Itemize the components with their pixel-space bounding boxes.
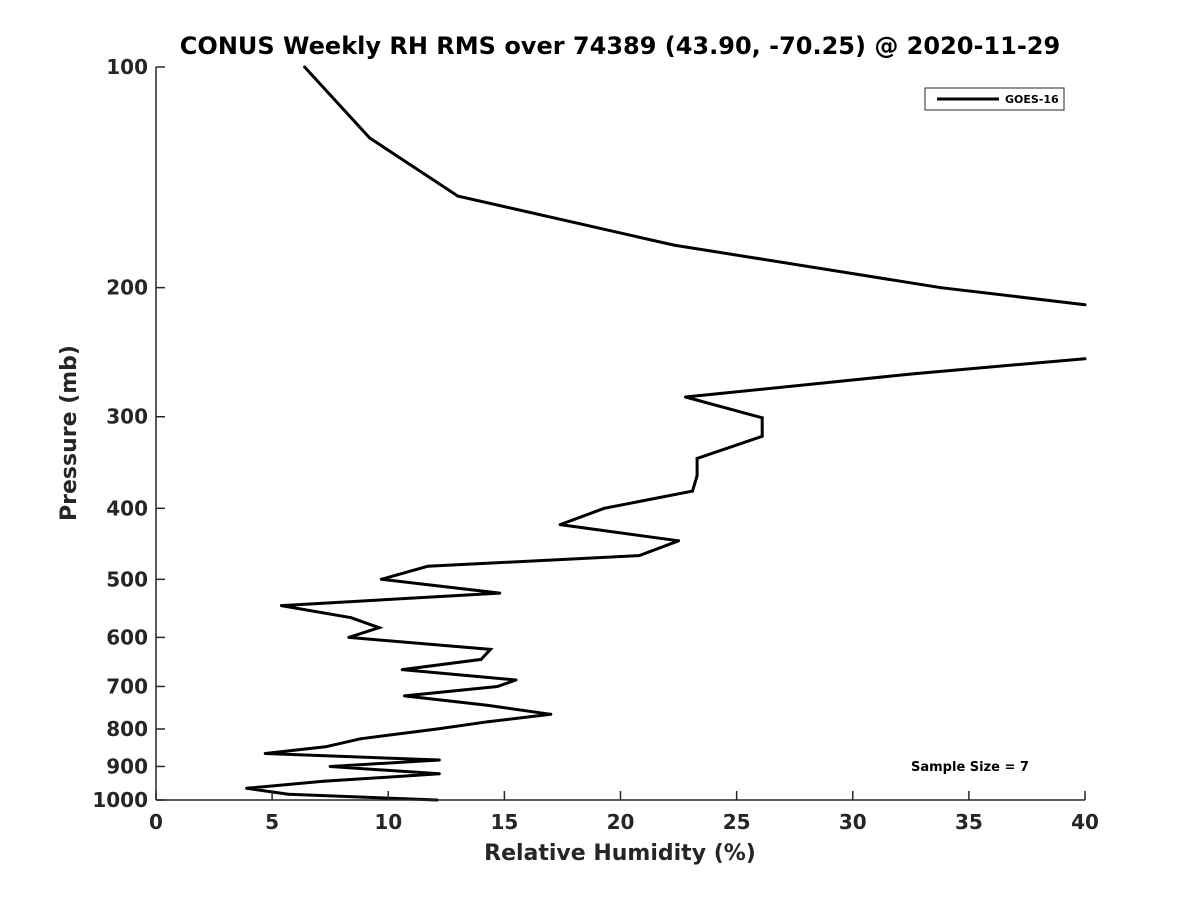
y-tick-label: 400: [106, 496, 148, 520]
data-point: [286, 792, 290, 796]
y-axis-label: Pressure (mb): [57, 345, 82, 521]
data-point: [914, 372, 917, 376]
x-tick-label: 0: [149, 810, 163, 834]
legend-label-goes-16: GOES-16: [1005, 93, 1059, 106]
x-tick-label: 20: [607, 810, 635, 834]
data-point: [368, 136, 372, 140]
data-point: [328, 765, 332, 768]
x-ticks: 0 5 10 15 20 25 30 35 40: [149, 791, 1099, 834]
data-point: [760, 416, 764, 420]
data-point: [437, 772, 441, 776]
data-point: [939, 286, 943, 290]
data-point: [400, 668, 404, 672]
x-tick-label: 10: [374, 810, 402, 834]
data-point: [245, 786, 249, 790]
x-tick-label: 15: [490, 810, 518, 834]
data-point: [495, 685, 499, 688]
data-point: [349, 616, 353, 620]
data-point: [324, 745, 327, 749]
y-tick-label: 500: [106, 567, 148, 591]
x-tick-label: 35: [955, 810, 983, 834]
data-point: [377, 626, 381, 630]
y-tick-label: 600: [106, 625, 148, 649]
x-tick-label: 25: [723, 810, 751, 834]
y-tick-label: 300: [106, 405, 148, 429]
data-point: [303, 65, 307, 69]
data-point: [514, 678, 518, 682]
sample-size-annotation: Sample Size = 7: [911, 760, 1029, 775]
y-tick-label: 1000: [92, 788, 148, 812]
x-tick-label: 5: [265, 810, 279, 834]
legend: GOES-16: [924, 87, 1065, 111]
data-point: [498, 591, 502, 595]
series-layer: [245, 65, 1087, 802]
data-point: [549, 712, 553, 716]
y-tick-label: 200: [106, 276, 148, 300]
y-tick-label: 700: [106, 674, 148, 698]
y-tick-label: 900: [106, 754, 148, 778]
data-point: [379, 577, 383, 581]
y-ticks: 100 200 300 400 500 600 700 800 900 1000: [92, 55, 165, 812]
data-point: [347, 635, 351, 639]
data-point: [279, 604, 283, 608]
data-point: [403, 694, 406, 698]
x-tick-label: 30: [839, 810, 867, 834]
x-tick-label: 40: [1071, 810, 1099, 834]
data-point: [695, 456, 699, 460]
data-point: [486, 720, 490, 724]
data-point: [435, 727, 439, 731]
data-point: [456, 194, 460, 198]
data-point: [486, 703, 490, 707]
y-tick-label: 800: [106, 717, 148, 741]
data-point: [558, 523, 562, 527]
chart-title: CONUS Weekly RH RMS over 74389 (43.90, -…: [180, 32, 1060, 60]
data-point: [691, 489, 694, 493]
y-tick-label: 100: [106, 55, 148, 79]
data-point: [677, 539, 681, 543]
data-point: [479, 657, 483, 661]
data-point: [263, 752, 267, 755]
data-point: [760, 434, 764, 438]
data-point: [672, 243, 676, 247]
data-point: [1083, 303, 1087, 307]
data-point: [488, 647, 492, 651]
data-point: [426, 564, 430, 568]
data-point: [695, 474, 699, 478]
data-point: [602, 506, 606, 510]
plot-area: 0 5 10 15 20 25 30 35 40 100 200 300 400 500 600 700 80…: [92, 55, 1099, 834]
data-point: [684, 395, 687, 399]
data-point: [637, 554, 641, 558]
series-line-goes-16-segment-1: [303, 65, 1086, 307]
data-point: [321, 779, 325, 783]
data-point: [1083, 357, 1087, 361]
x-axis-label: Relative Humidity (%): [484, 841, 756, 866]
plot-background: [156, 67, 1085, 800]
data-point: [437, 758, 441, 762]
data-point: [358, 737, 362, 741]
